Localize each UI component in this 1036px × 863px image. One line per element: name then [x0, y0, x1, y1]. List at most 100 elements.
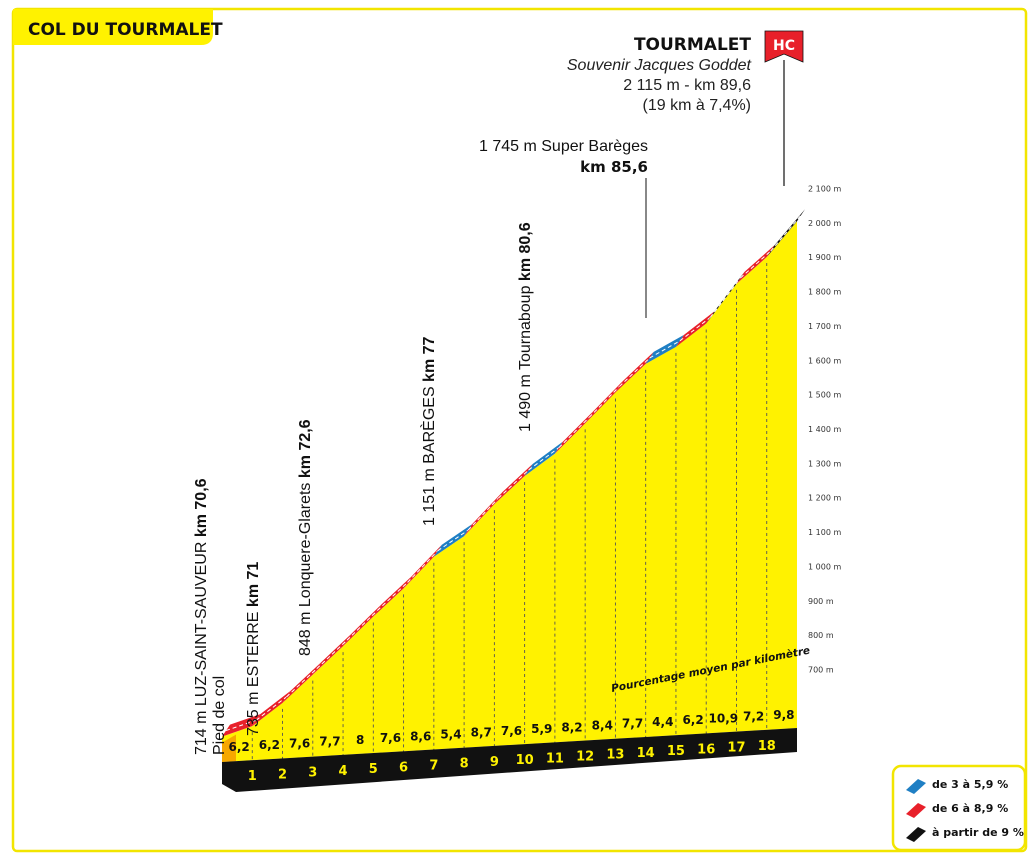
y-tick-label: 900 m: [808, 597, 834, 606]
gradient-band-segment: [433, 524, 473, 557]
km-label: 10: [516, 753, 534, 768]
road-centre-line: [528, 447, 560, 471]
km-label: 4: [339, 764, 348, 779]
km-label: 5: [369, 762, 378, 777]
legend-swatch-black: [906, 827, 926, 842]
waypoint-label: 1 151 m BARÈGES km 77: [419, 336, 438, 526]
y-tick-label: 1 100 m: [808, 528, 841, 537]
y-tick-label: 1 700 m: [808, 322, 841, 331]
road-centre-line: [709, 277, 741, 318]
gradient-label: 7,2: [743, 710, 764, 724]
summit-climb: (19 km à 7,4%): [643, 97, 751, 114]
road-centre-line: [225, 719, 257, 732]
y-tick-label: 1 500 m: [808, 391, 841, 400]
legend-item-steep: de 6 à 8,9 %: [906, 802, 1008, 818]
gradient-label: 8: [356, 733, 364, 747]
legend-label-moderate: de 3 à 5,9 %: [932, 778, 1008, 791]
km-label: 18: [758, 739, 776, 754]
road-centre-line: [346, 610, 378, 641]
km-label: 2: [278, 767, 287, 782]
gradient-label: 5,9: [531, 722, 552, 736]
waypoint-altitude: 848 m Lonquere-Glarets: [297, 478, 314, 656]
summit-altitude: 2 115 m - km 89,6: [623, 77, 751, 94]
waypoint-text: 1 151 m BARÈGES km 77: [419, 336, 438, 526]
gradient-label: 6,2: [682, 713, 703, 727]
gradient-label: 9,8: [773, 708, 794, 722]
gradient-band-segment: [373, 576, 412, 617]
km-label: 9: [490, 755, 499, 770]
gradient-label: 6,2: [259, 738, 280, 752]
waypoint-label: 848 m Lonquere-Glarets km 72,6: [297, 419, 314, 656]
gradient-label: 8,6: [410, 729, 431, 743]
gradient-band-segment: [312, 634, 352, 675]
waypoint-km: km 77: [421, 336, 438, 381]
gradient-label: 10,9: [709, 711, 739, 725]
waypoint-label: 735 m ESTERRE km 71: [245, 562, 262, 736]
waypoint-km: km 71: [245, 562, 262, 607]
waypoint-altitude: 714 m LUZ-SAINT-SAUVEUR: [193, 537, 210, 755]
outer-border: [11, 7, 1028, 853]
y-tick-label: 1 000 m: [808, 562, 841, 571]
gradient-label: 7,6: [289, 736, 310, 750]
km-label: 14: [637, 746, 655, 761]
road-centre-line: [558, 417, 590, 449]
waypoint-altitude: 1 490 m Tournaboup: [517, 281, 534, 432]
gradient-label: 8,7: [471, 726, 492, 740]
legend-label-steep: de 6 à 8,9 %: [932, 802, 1008, 815]
y-tick-label: 1 200 m: [808, 494, 841, 503]
gradient-band-segment: [252, 690, 291, 727]
header-tab: [13, 9, 213, 45]
header-title: COL DU TOURMALET: [28, 20, 223, 40]
waypoint-note: Pied de col: [211, 676, 228, 755]
gradient-label: 7,6: [501, 724, 522, 738]
gradient-band-segment: [494, 463, 533, 505]
y-tick-label: 1 900 m: [808, 253, 841, 262]
y-tick-label: 1 300 m: [808, 459, 841, 468]
road-centre-line: [649, 340, 681, 359]
gradient-label: 4,4: [652, 715, 673, 729]
km-label: 1: [248, 769, 257, 784]
gradient-band-segment: [282, 662, 321, 703]
hc-flag-label: HC: [773, 38, 795, 54]
gradient-label: 6,2: [228, 740, 249, 754]
y-tick-label: 800 m: [808, 631, 834, 640]
gradient-label: 8,2: [561, 720, 582, 734]
waypoint-km: km 85,6: [580, 158, 648, 176]
gradient-band-segment: [675, 311, 715, 347]
gradient-band-segment: [524, 441, 563, 476]
km-label: 13: [606, 748, 624, 763]
gradient-band-segment: [615, 351, 654, 393]
legend-swatch-blue: [906, 779, 926, 794]
km-label: 8: [460, 757, 469, 772]
km-label: 17: [727, 741, 745, 756]
km-label: 3: [308, 766, 317, 781]
road-centre-line: [407, 550, 439, 583]
y-tick-label: 700 m: [808, 666, 834, 675]
road-centre-line: [588, 386, 620, 418]
waypoint-text: 1 490 m Tournaboup km 80,6: [517, 222, 534, 432]
legend-item-moderate: de 3 à 5,9 %: [906, 778, 1008, 794]
waypoint-altitude: 735 m ESTERRE: [245, 607, 262, 736]
gradient-label: 7,6: [380, 731, 401, 745]
summit-name: TOURMALET: [634, 35, 751, 55]
y-tick-label: 2 000 m: [808, 219, 841, 228]
summit-subtitle: Souvenir Jacques Goddet: [567, 57, 752, 74]
waypoint-text: 1 745 m Super Barèges: [479, 138, 648, 155]
waypoint-km: km 72,6: [297, 419, 314, 478]
profile-area: [222, 221, 797, 762]
y-tick-label: 1 800 m: [808, 288, 841, 297]
waypoint-km: km 70,6: [193, 478, 210, 537]
waypoint-text: 848 m Lonquere-Glarets km 72,6: [297, 419, 314, 656]
y-tick-label: 1 600 m: [808, 356, 841, 365]
legend-item-very-steep: à partir de 9 %: [906, 826, 1024, 842]
road-centre-line: [437, 529, 469, 552]
gradient-band-segment: [736, 245, 775, 284]
waypoint-km: km 80,6: [517, 222, 534, 281]
km-label: 16: [697, 742, 715, 757]
profile-base: [222, 728, 797, 792]
profile-front-face: [222, 734, 236, 762]
gradient-label: 7,7: [319, 735, 340, 749]
legend-label-very-steep: à partir de 9 %: [932, 826, 1024, 839]
